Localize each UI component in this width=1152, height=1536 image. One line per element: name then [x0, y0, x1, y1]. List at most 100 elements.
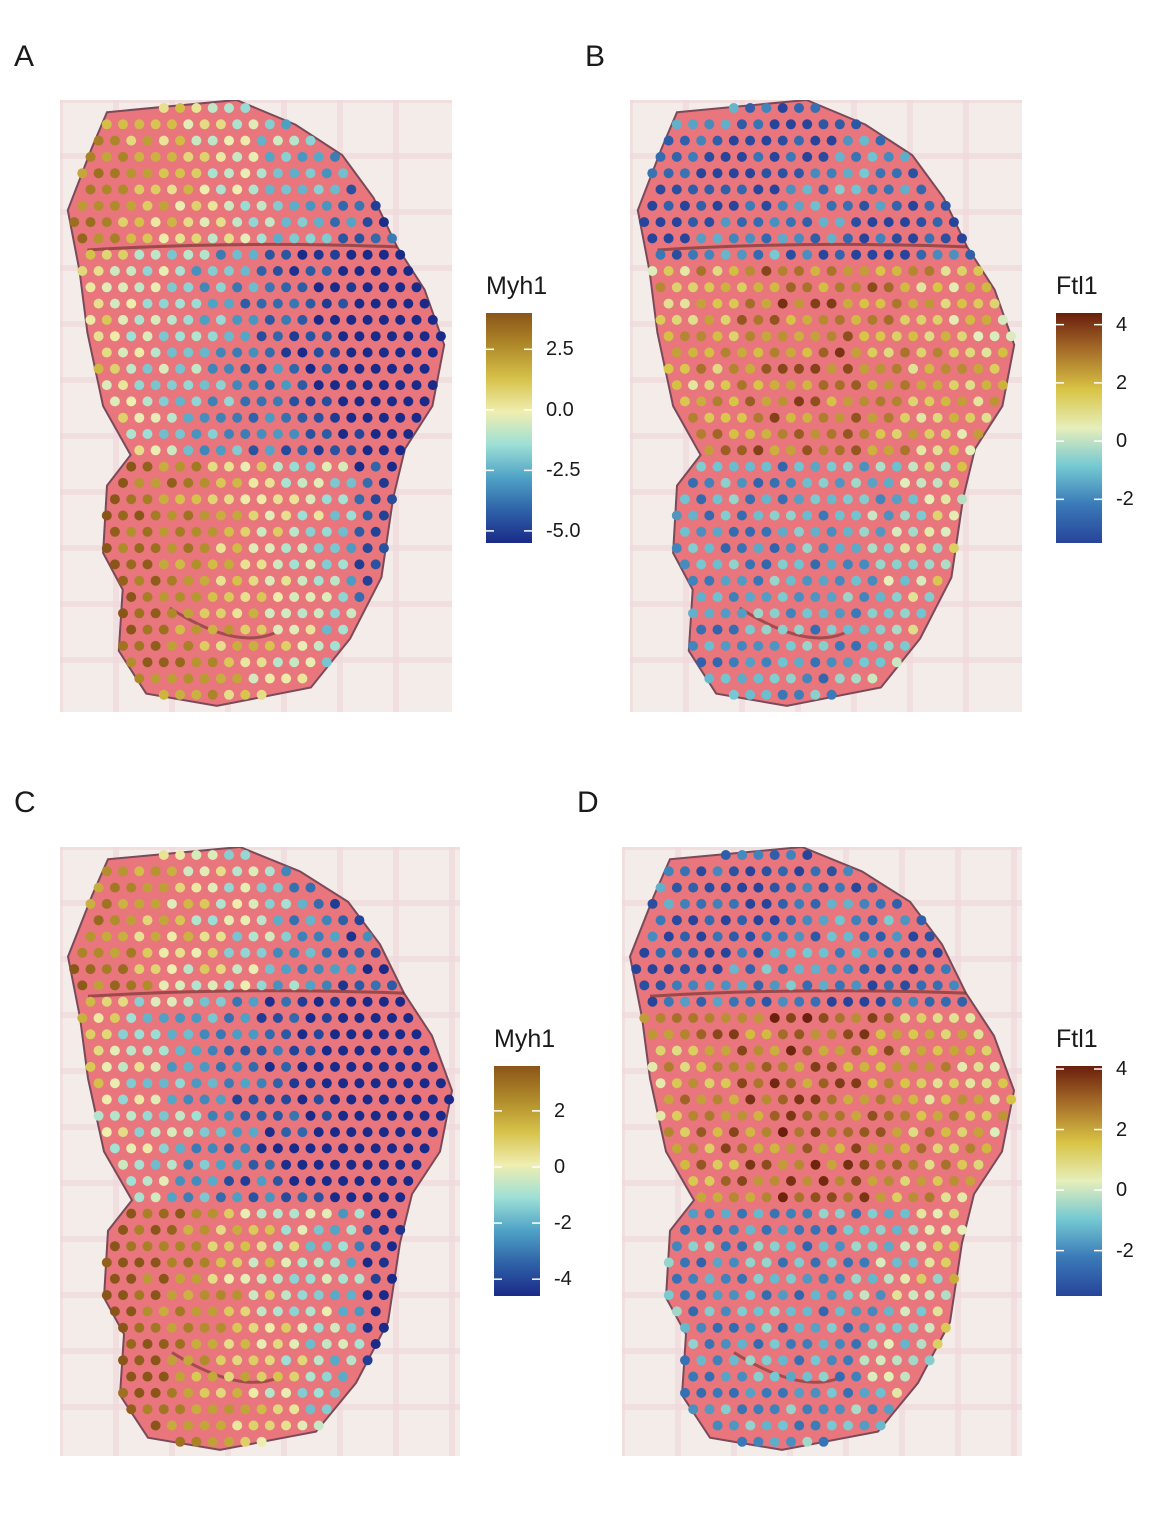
expression-spot: [118, 151, 128, 162]
expression-spot: [916, 1045, 927, 1056]
expression-spot: [272, 331, 283, 342]
expression-spot: [810, 331, 821, 342]
expression-spot: [761, 964, 772, 975]
expression-spot: [908, 396, 919, 407]
expression-spot: [940, 1322, 951, 1333]
expression-spot: [769, 477, 780, 488]
expression-spot: [631, 964, 642, 975]
expression-spot: [908, 168, 919, 179]
expression-spot: [989, 1094, 1000, 1105]
expression-spot: [769, 575, 780, 586]
expression-spot: [818, 217, 829, 228]
expression-spot: [224, 1404, 234, 1415]
expression-spot: [175, 200, 186, 211]
expression-spot: [305, 233, 316, 244]
expression-spot: [330, 898, 340, 909]
expression-spot: [826, 429, 837, 439]
expression-spot: [753, 640, 764, 651]
expression-spot: [859, 996, 870, 1007]
expression-spot: [908, 1159, 919, 1170]
expression-spot: [264, 1094, 275, 1105]
expression-spot: [737, 1110, 748, 1121]
expression-spot: [256, 624, 267, 635]
expression-spot: [688, 1306, 699, 1317]
expression-spot: [867, 1013, 878, 1023]
expression-spot: [183, 314, 194, 325]
expression-spot: [997, 380, 1008, 391]
expression-spot: [810, 1420, 821, 1431]
expression-spot: [362, 1355, 373, 1366]
expression-spot: [802, 1306, 813, 1317]
expression-spot: [900, 151, 910, 162]
expression-spot: [256, 1306, 267, 1317]
expression-spot: [93, 200, 104, 211]
expression-spot: [330, 445, 340, 456]
expression-spot: [101, 1290, 112, 1301]
expression-spot: [696, 266, 707, 276]
expression-spot: [199, 1257, 210, 1268]
expression-spot: [688, 282, 698, 293]
expression-spot: [411, 282, 422, 293]
expression-spot: [370, 1078, 381, 1089]
expression-spot: [142, 363, 153, 374]
expression-spot: [207, 1306, 218, 1317]
expression-spot: [118, 314, 128, 325]
expression-spot: [875, 1159, 886, 1170]
expression-spot: [851, 477, 862, 488]
expression-spot: [818, 1208, 829, 1219]
expression-spot: [761, 298, 772, 309]
expression-spot: [916, 1208, 927, 1219]
colorbar-tick-label: 0: [1116, 1179, 1128, 1202]
expression-spot: [118, 412, 128, 423]
expression-spot: [126, 1208, 137, 1219]
expression-spot: [150, 445, 161, 456]
expression-spot: [777, 931, 788, 942]
expression-spot: [875, 1322, 886, 1333]
expression-spot: [737, 980, 748, 991]
expression-spot: [387, 331, 397, 342]
expression-spot: [175, 266, 186, 276]
expression-spot: [883, 980, 894, 991]
expression-spot: [712, 331, 723, 342]
expression-spot: [224, 1045, 234, 1056]
expression-spot: [891, 657, 902, 668]
expression-spot: [924, 1192, 935, 1203]
expression-spot: [810, 1322, 821, 1333]
expression-spot: [166, 931, 177, 942]
expression-spot: [981, 282, 992, 293]
expression-spot: [150, 510, 161, 521]
expression-spot: [142, 298, 153, 309]
expression-spot: [834, 282, 845, 293]
expression-spot: [126, 1078, 137, 1089]
expression-spot: [232, 964, 243, 975]
expression-spot: [867, 1208, 878, 1219]
expression-spot: [109, 200, 120, 211]
expression-spot: [785, 217, 796, 228]
expression-spot: [321, 1241, 332, 1252]
expression-spot: [297, 1192, 308, 1203]
expression-spot: [761, 396, 772, 407]
expression-spot: [696, 135, 707, 146]
expression-spot: [387, 1273, 397, 1284]
expression-spot: [166, 1290, 177, 1301]
expression-spot: [101, 964, 112, 975]
expression-spot: [272, 947, 283, 958]
expression-spot: [142, 1176, 153, 1186]
expression-spot: [957, 461, 967, 472]
expression-spot: [248, 119, 259, 130]
expression-spot: [802, 673, 813, 684]
expression-spot: [330, 282, 340, 293]
expression-spot: [688, 1273, 699, 1284]
expression-spot: [272, 657, 283, 668]
expression-spot: [109, 266, 120, 276]
expression-spot: [810, 1061, 821, 1072]
expression-spot: [786, 1371, 796, 1382]
expression-spot: [932, 217, 943, 228]
expression-spot: [166, 477, 177, 488]
expression-spot: [289, 1078, 300, 1089]
expression-spot: [704, 1045, 715, 1056]
expression-spot: [745, 1029, 756, 1040]
expression-spot: [158, 947, 169, 958]
expression-spot: [272, 1404, 283, 1415]
expression-spot: [761, 866, 772, 877]
